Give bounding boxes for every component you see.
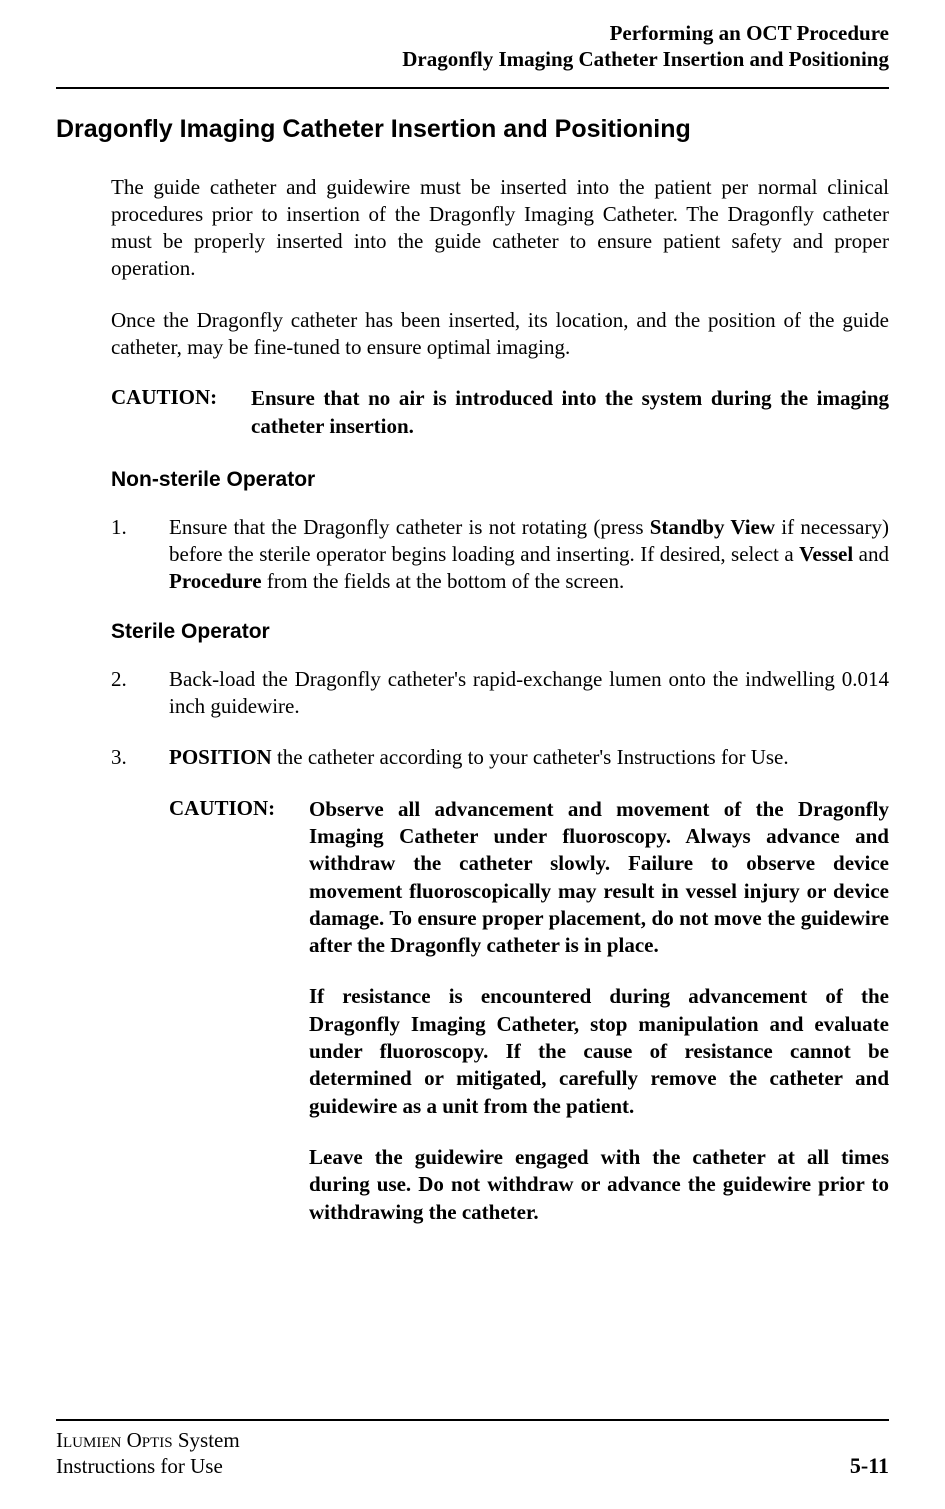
- step-1-bold-standby: Standby View: [650, 515, 775, 539]
- body-block: The guide catheter and guidewire must be…: [56, 174, 889, 1250]
- caution-2-body: Observe all advancement and movement of …: [309, 796, 889, 1226]
- intro-paragraph-1: The guide catheter and guidewire must be…: [111, 174, 889, 283]
- subheading-sterile: Sterile Operator: [111, 620, 889, 644]
- footer-left: Ilumien Optis System Instructions for Us…: [56, 1427, 240, 1480]
- footer-doc-title: Instructions for Use: [56, 1453, 240, 1479]
- step-1-post: from the fields at the bottom of the scr…: [262, 569, 625, 593]
- subheading-nonsterile: Non-sterile Operator: [111, 468, 889, 492]
- step-3-bold-position: POSITION: [169, 745, 272, 769]
- page: Performing an OCT Procedure Dragonfly Im…: [0, 0, 945, 1509]
- step-1-bold-vessel: Vessel: [799, 542, 853, 566]
- footer: Ilumien Optis System Instructions for Us…: [56, 1419, 889, 1480]
- caution-1: CAUTION: Ensure that no air is introduce…: [111, 385, 889, 440]
- step-1-bold-procedure: Procedure: [169, 569, 262, 593]
- caution-2-p2: If resistance is encountered during adva…: [309, 983, 889, 1119]
- step-3-text: POSITION the catheter according to your …: [169, 744, 889, 771]
- step-1-text: Ensure that the Dragonfly catheter is no…: [169, 514, 889, 596]
- header-line-2: Dragonfly Imaging Catheter Insertion and…: [56, 46, 889, 72]
- step-1-mid2: and: [853, 542, 889, 566]
- intro-paragraph-2: Once the Dragonfly catheter has been ins…: [111, 307, 889, 362]
- section-heading: Dragonfly Imaging Catheter Insertion and…: [56, 115, 889, 144]
- caution-1-label: CAUTION:: [111, 385, 251, 440]
- step-3-number: 3.: [111, 744, 169, 771]
- step-2: 2. Back-load the Dragonfly catheter's ra…: [111, 666, 889, 721]
- step-3-rest: the catheter according to your catheter'…: [272, 745, 789, 769]
- step-3: 3. POSITION the catheter according to yo…: [111, 744, 889, 771]
- header-rule: [56, 87, 889, 89]
- footer-brand-rest: System: [173, 1428, 240, 1452]
- step-1: 1. Ensure that the Dragonfly catheter is…: [111, 514, 889, 596]
- footer-brand-optis: Optis: [127, 1428, 173, 1452]
- caution-2: CAUTION: Observe all advancement and mov…: [169, 796, 889, 1226]
- running-header: Performing an OCT Procedure Dragonfly Im…: [56, 20, 889, 73]
- caution-1-text: Ensure that no air is introduced into th…: [251, 385, 889, 440]
- step-2-number: 2.: [111, 666, 169, 721]
- footer-brand-ilumien: Ilumien: [56, 1428, 121, 1452]
- header-line-1: Performing an OCT Procedure: [56, 20, 889, 46]
- footer-row: Ilumien Optis System Instructions for Us…: [56, 1427, 889, 1480]
- page-number: 5-11: [850, 1452, 889, 1480]
- caution-2-p1: Observe all advancement and movement of …: [309, 796, 889, 960]
- step-1-number: 1.: [111, 514, 169, 596]
- footer-rule: [56, 1419, 889, 1421]
- footer-brand: Ilumien Optis System: [56, 1427, 240, 1453]
- step-1-pre: Ensure that the Dragonfly catheter is no…: [169, 515, 650, 539]
- step-2-text: Back-load the Dragonfly catheter's rapid…: [169, 666, 889, 721]
- caution-2-label: CAUTION:: [169, 796, 309, 1226]
- caution-2-p3: Leave the guidewire engaged with the cat…: [309, 1144, 889, 1226]
